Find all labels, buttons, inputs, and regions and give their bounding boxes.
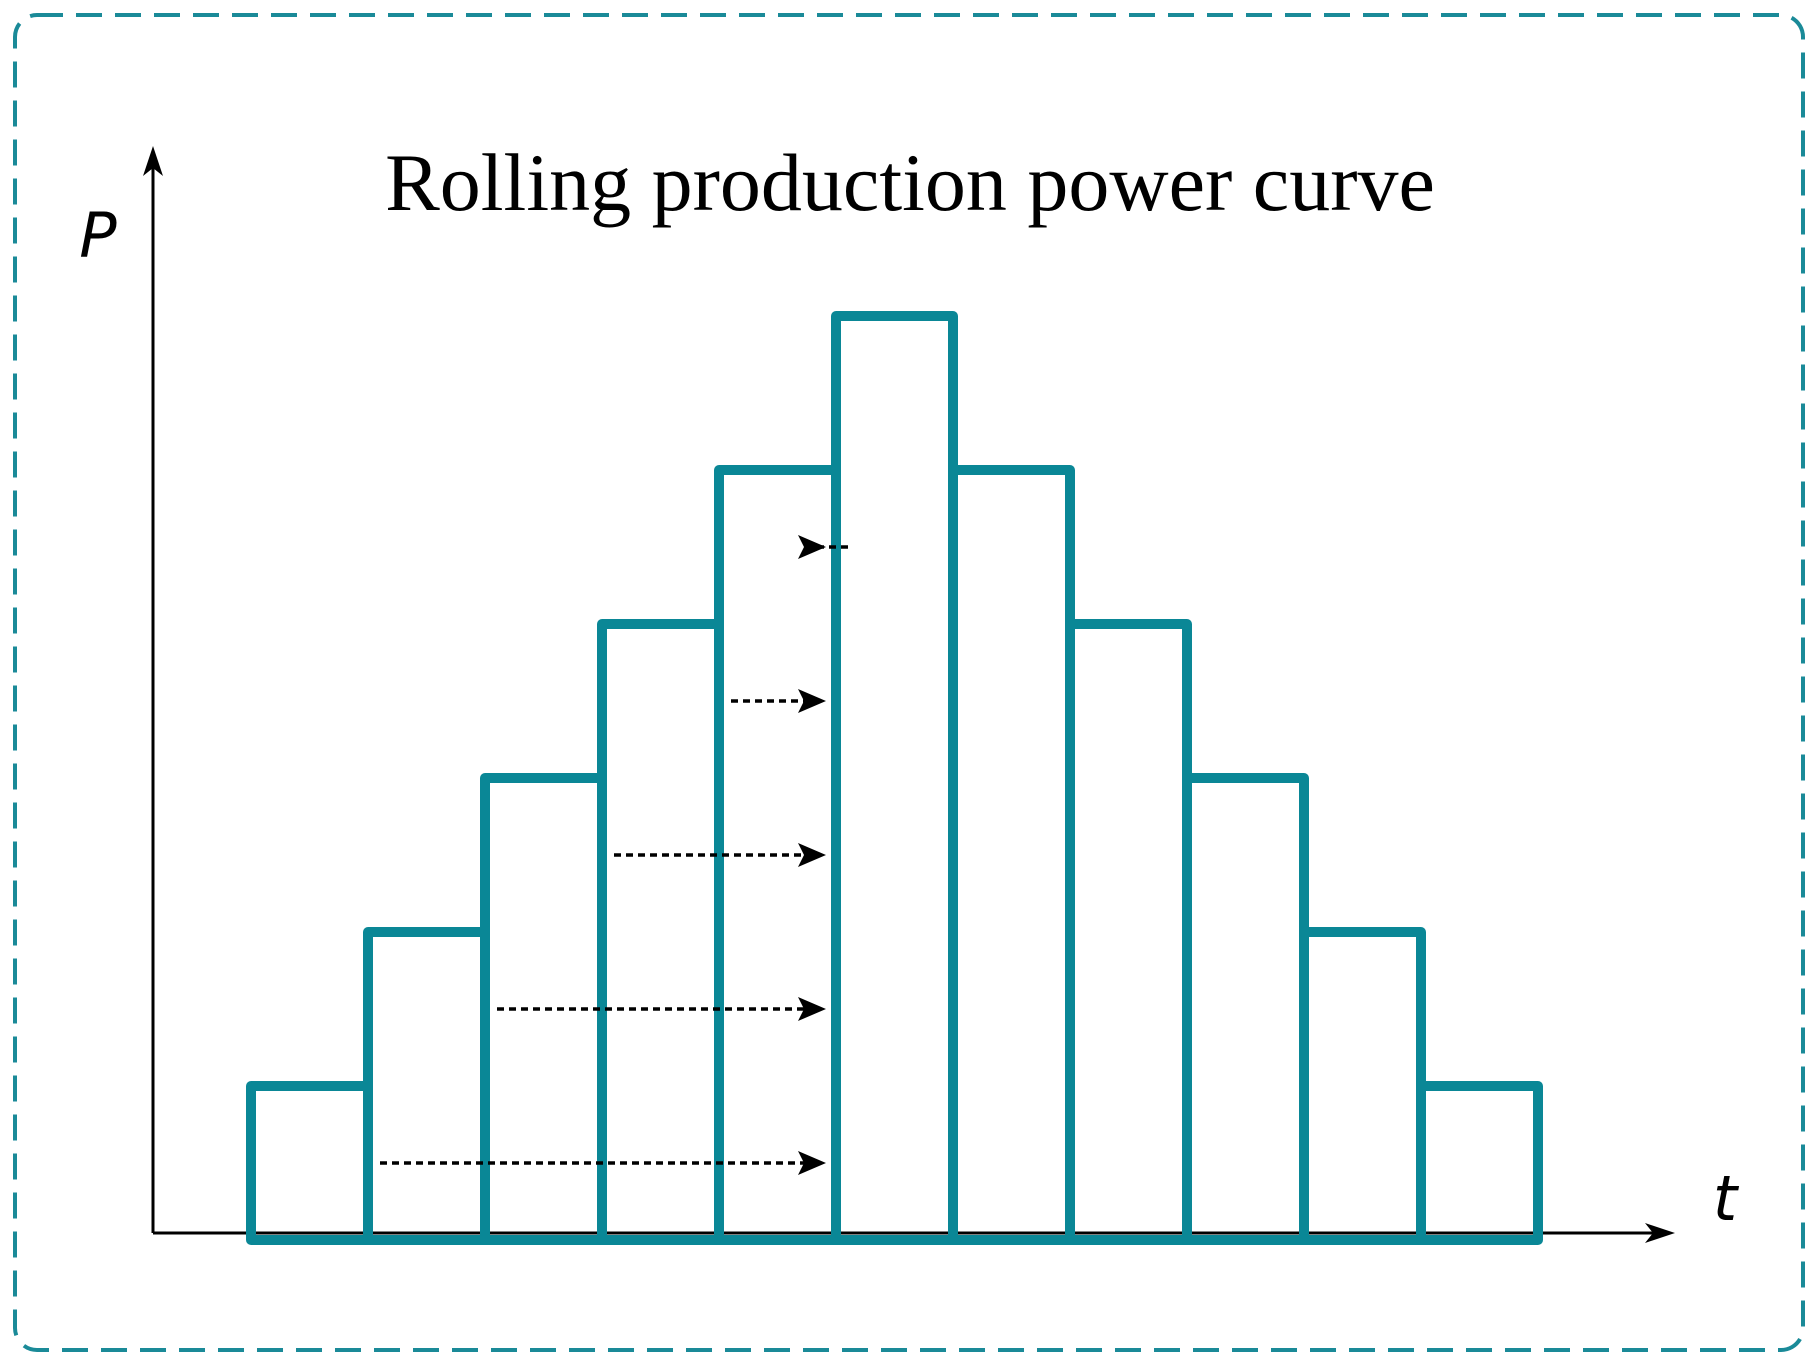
bar-2 <box>363 927 490 1245</box>
shift-arrow-head-4 <box>798 689 826 713</box>
chart-title: Rolling production power curve <box>385 137 1435 228</box>
shift-arrow-head-1 <box>798 1151 826 1175</box>
bar-9 <box>1182 773 1309 1245</box>
bars-group <box>246 311 1543 1245</box>
bar-8 <box>1065 619 1192 1245</box>
bar-10 <box>1299 927 1426 1245</box>
bar-1 <box>246 1081 373 1245</box>
shift-arrow-head-2 <box>798 997 826 1021</box>
shift-arrow-head-3 <box>798 843 826 867</box>
shift-arrow-head-5 <box>798 535 826 559</box>
dashed-frame <box>13 13 1805 1352</box>
x-axis-arrowhead <box>1645 1223 1675 1243</box>
y-axis-label: P <box>79 199 117 272</box>
bar-4 <box>597 619 724 1245</box>
bar-6 <box>831 311 958 1245</box>
shift-arrows-group <box>380 535 848 1175</box>
bar-11 <box>1416 1081 1543 1245</box>
y-axis-arrowhead <box>143 146 163 176</box>
bar-7 <box>948 465 1075 1245</box>
x-axis-label: t <box>1713 1162 1740 1235</box>
